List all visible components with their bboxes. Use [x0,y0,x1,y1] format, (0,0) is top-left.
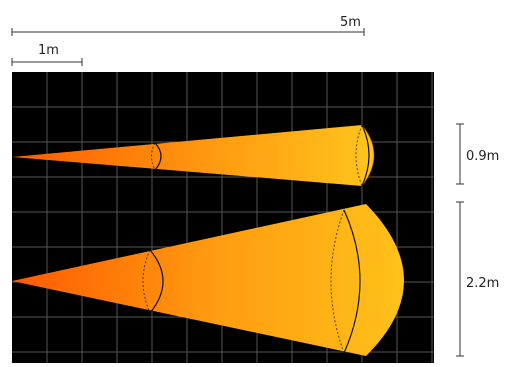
wide-beam-size-marker: 2.2m [456,201,499,357]
wide-beam-ring-2 [343,209,361,354]
scale-bar-1m-label: 1m [38,43,59,58]
scale-bar-1m: 1m [11,43,83,66]
narrow-beam-ring-1 [154,142,162,171]
wide-beam [12,204,404,356]
scale-bar-5m-label: 5m [340,15,361,30]
wide-beam-ring-1 [149,249,164,314]
narrow-beam [12,124,375,187]
scale-bar-5m: 5m [11,15,365,36]
narrow-beam-size-label: 0.9m [466,149,499,164]
narrow-beam-size-marker: 0.9m [456,123,499,185]
narrow-beam-ring-2 [361,124,370,187]
wide-beam-size-label: 2.2m [466,276,499,291]
